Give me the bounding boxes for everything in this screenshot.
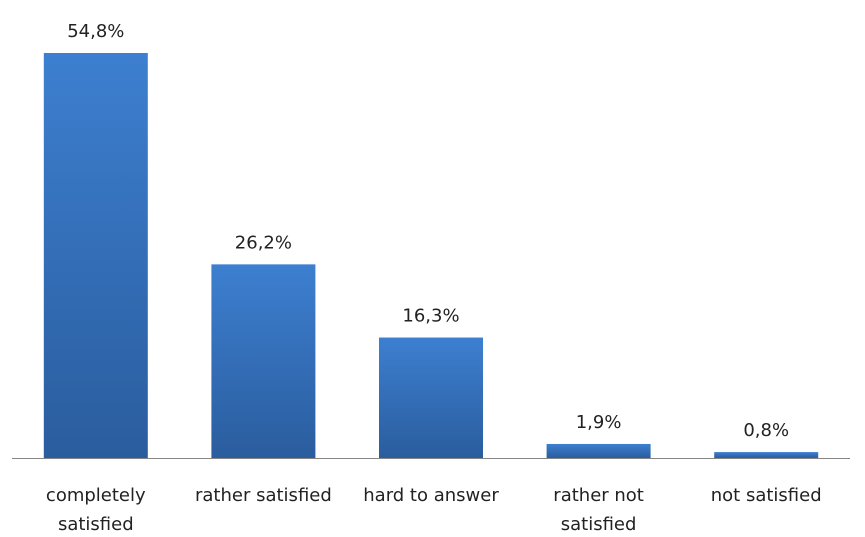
- category-label-0-0: completely: [46, 485, 146, 506]
- value-label-0: 54,8%: [67, 21, 124, 42]
- bar-3: [546, 443, 651, 458]
- category-label-2-0: hard to answer: [363, 485, 499, 506]
- value-label-3: 1,9%: [576, 412, 622, 433]
- value-label-4: 0,8%: [743, 420, 789, 441]
- category-label-4-0: not satisfied: [711, 485, 822, 506]
- category-label-0-1: satisfied: [58, 514, 134, 535]
- bar-0: [43, 53, 148, 458]
- bar-2: [379, 337, 483, 458]
- bars-group: [43, 53, 819, 458]
- bar-1: [211, 264, 316, 458]
- category-label-1-0: rather satisfied: [195, 485, 332, 506]
- value-label-1: 26,2%: [235, 232, 292, 253]
- value-label-2: 16,3%: [402, 306, 459, 327]
- category-labels-group: completely satisfied rather satisfied hard …: [46, 485, 822, 535]
- value-labels-group: 54,8% 26,2% 16,3% 1,9% 0,8%: [67, 21, 789, 441]
- bar-4: [714, 452, 819, 458]
- category-label-3-0: rather not: [553, 485, 644, 506]
- category-label-3-1: satisfied: [561, 514, 637, 535]
